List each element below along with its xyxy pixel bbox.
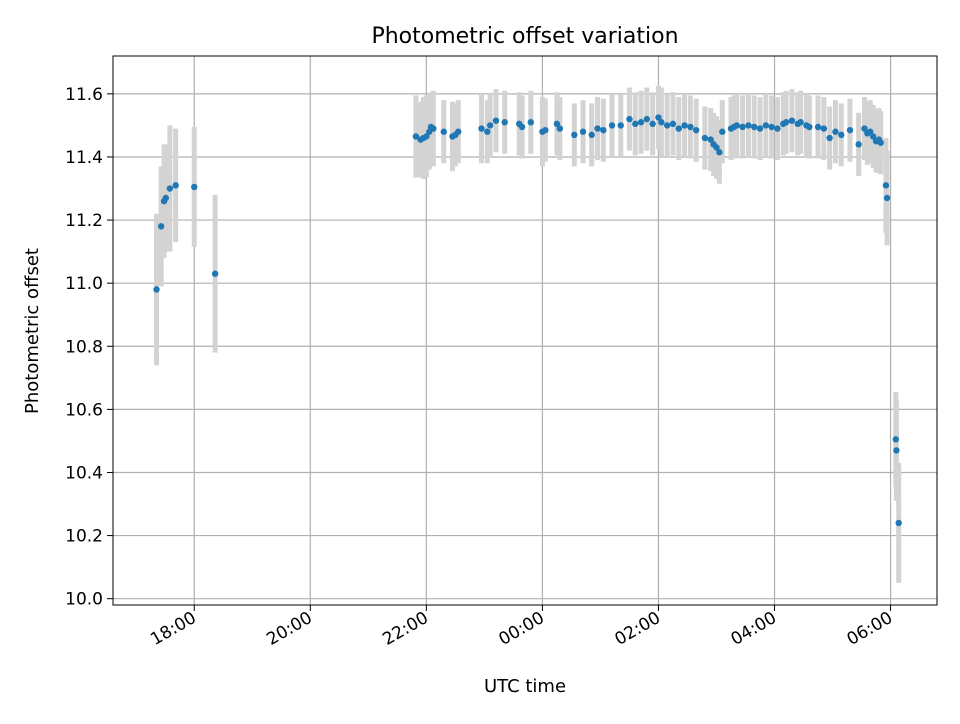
y-tick-label: 11.0: [65, 274, 103, 294]
data-point: [643, 115, 651, 123]
data-point: [893, 447, 900, 454]
y-tick-label: 10.0: [65, 590, 103, 610]
data-point: [658, 119, 665, 126]
data-point: [681, 122, 688, 129]
data-point: [172, 182, 179, 189]
data-point: [608, 122, 616, 129]
data-point: [637, 119, 645, 126]
data-point: [820, 125, 828, 132]
data-point: [484, 128, 491, 135]
data-point: [855, 141, 862, 148]
data-point: [518, 123, 526, 131]
data-point: [542, 126, 549, 134]
data-point: [675, 125, 682, 132]
data-point: [556, 125, 564, 132]
data-point: [153, 286, 160, 293]
data-point: [774, 125, 781, 132]
data-point: [632, 120, 639, 128]
data-point: [751, 123, 758, 131]
data-point: [455, 128, 462, 135]
y-axis-ticks: 10.0 10.2 10.4 10.6 10.8 11.0 11.2 11.4 11.6: [65, 85, 113, 610]
data-point: [649, 120, 656, 128]
data-point: [739, 123, 746, 131]
data-point: [501, 119, 508, 126]
data-point: [733, 122, 741, 129]
y-tick-label: 10.2: [65, 527, 103, 547]
y-tick-label: 10.4: [65, 463, 103, 483]
data-point: [663, 122, 671, 129]
y-axis-label: Photometric offset: [22, 248, 43, 414]
data-point: [579, 128, 587, 135]
data-point: [191, 183, 198, 191]
data-point: [716, 149, 723, 156]
y-tick-label: 11.4: [65, 148, 103, 168]
data-point: [166, 185, 174, 192]
data-point: [846, 126, 854, 134]
data-point: [826, 134, 833, 142]
data-point: [687, 123, 694, 131]
data-point: [692, 126, 700, 134]
data-point: [423, 133, 430, 140]
data-point: [883, 194, 891, 202]
data-point: [895, 519, 902, 527]
data-point: [412, 133, 420, 140]
data-point: [669, 120, 677, 128]
data-point: [571, 131, 578, 139]
y-tick-label: 11.6: [65, 85, 103, 105]
data-points: [153, 114, 902, 527]
data-point: [713, 144, 720, 151]
data-point: [882, 182, 890, 189]
data-point: [157, 223, 165, 230]
data-point: [553, 120, 561, 128]
data-point: [814, 123, 822, 131]
y-tick-label: 10.6: [65, 400, 103, 420]
data-point: [806, 123, 813, 131]
data-point: [756, 125, 764, 132]
data-point: [707, 136, 714, 143]
data-point: [768, 123, 775, 131]
data-point: [600, 126, 607, 134]
data-point: [782, 119, 790, 126]
data-point: [211, 270, 219, 277]
data-point: [788, 117, 796, 124]
data-point: [861, 125, 868, 132]
data-point: [440, 128, 447, 135]
x-axis-label: UTC time: [484, 676, 566, 697]
data-point: [877, 139, 884, 146]
data-point: [162, 194, 170, 202]
data-point: [594, 125, 601, 132]
data-point: [701, 134, 709, 142]
data-point: [719, 128, 726, 135]
data-point: [617, 122, 624, 129]
data-point: [588, 131, 595, 139]
data-point: [867, 128, 874, 135]
data-point: [492, 117, 500, 124]
data-point: [430, 125, 437, 132]
data-point: [745, 122, 752, 129]
data-point: [797, 119, 804, 126]
data-point: [832, 128, 839, 135]
y-tick-label: 10.8: [65, 337, 103, 357]
data-point: [527, 119, 535, 126]
data-point: [838, 131, 845, 139]
y-tick-label: 11.2: [65, 211, 103, 231]
data-point: [626, 115, 633, 123]
data-point: [486, 122, 494, 129]
data-point: [869, 133, 877, 140]
data-point: [655, 114, 662, 121]
data-point: [762, 122, 770, 129]
plot-frame: [112, 55, 938, 606]
data-point: [478, 125, 485, 132]
chart-title: Photometric offset variation: [371, 24, 678, 49]
data-point: [892, 436, 899, 443]
